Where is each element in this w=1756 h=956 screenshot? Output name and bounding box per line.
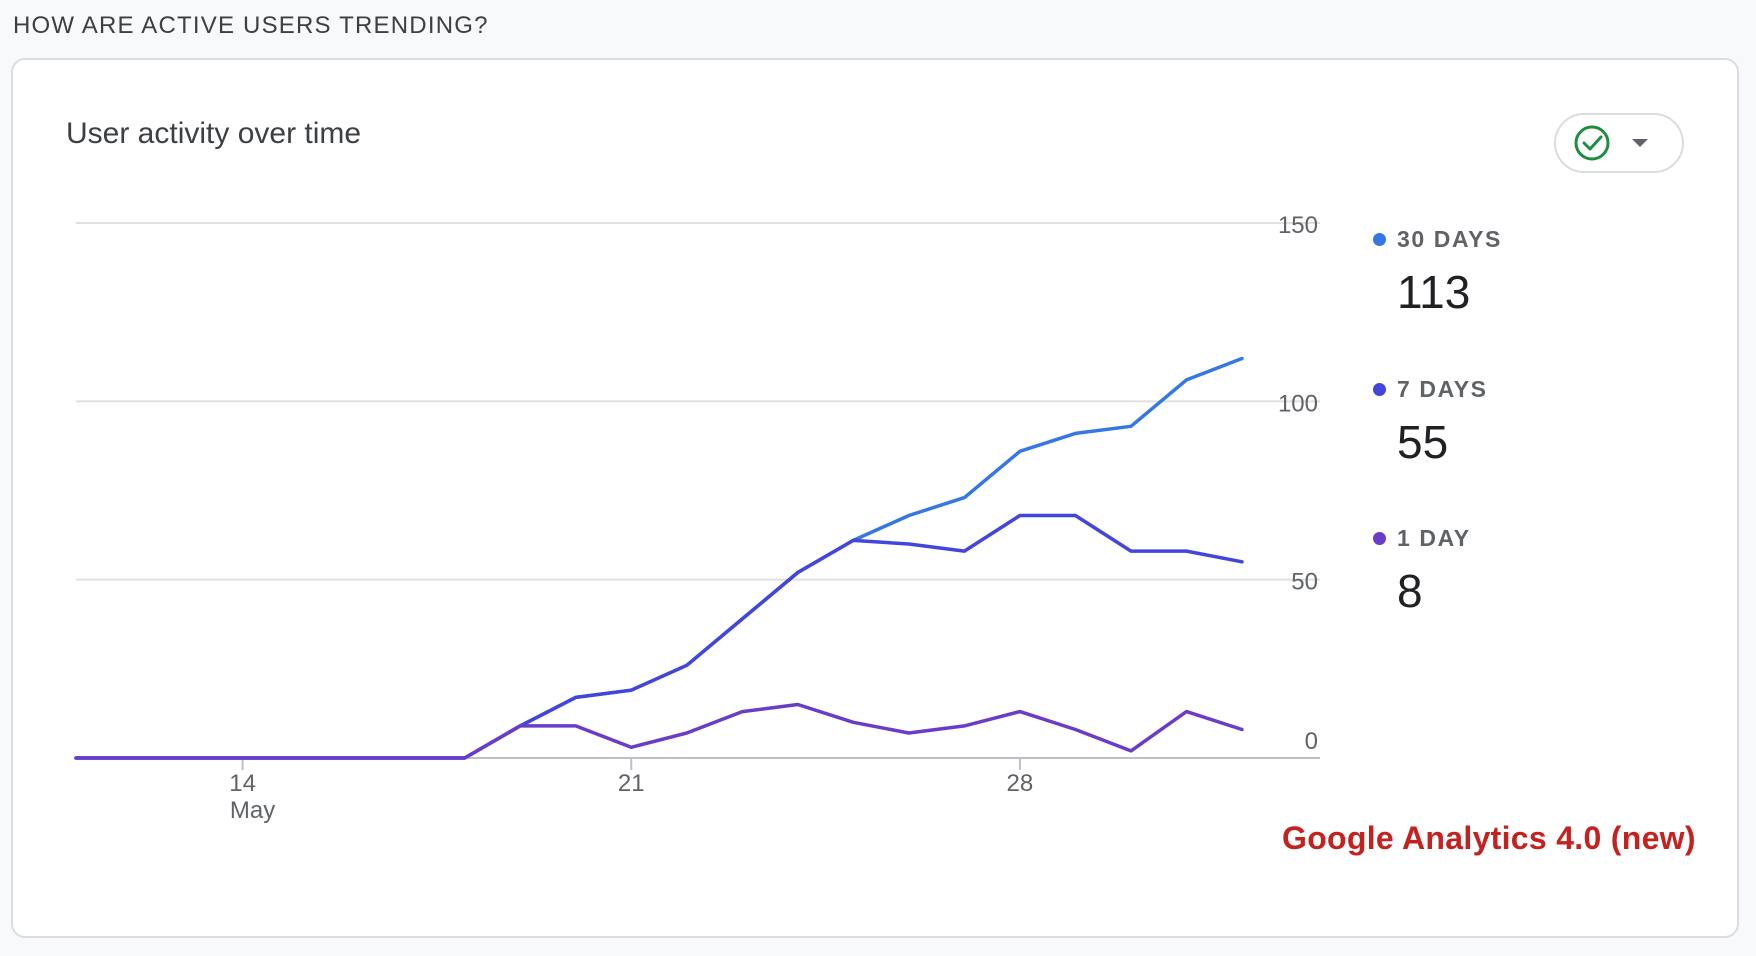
y-tick-label: 150 xyxy=(1278,212,1318,239)
legend-dot xyxy=(1373,532,1386,545)
legend-label: 1 DAY xyxy=(1373,525,1471,552)
legend-series-name: 30 DAYS xyxy=(1397,226,1502,252)
y-tick-label: 50 xyxy=(1291,569,1318,596)
legend-label: 7 DAYS xyxy=(1373,376,1488,403)
y-tick-label: 0 xyxy=(1305,728,1318,755)
x-tick-label: 14 xyxy=(229,770,256,797)
legend-total-value: 113 xyxy=(1397,266,1471,318)
x-tick-label: 21 xyxy=(618,770,645,797)
section-title: HOW ARE ACTIVE USERS TRENDING? xyxy=(13,12,489,39)
legend-label: 30 DAYS xyxy=(1373,226,1502,253)
series-line-2 xyxy=(74,513,1244,760)
legend-item: 30 DAYS 113 xyxy=(1373,226,1502,319)
legend-item: 7 DAYS 55 xyxy=(1373,376,1488,469)
series-line-3 xyxy=(74,702,1244,760)
caret-down-icon xyxy=(1632,139,1648,147)
status-dropdown-button[interactable] xyxy=(1554,113,1684,173)
legend-series-name: 1 DAY xyxy=(1397,525,1471,551)
check-circle-icon xyxy=(1574,125,1610,161)
chart-card: User activity over time xyxy=(11,58,1739,938)
legend-item: 1 DAY 8 xyxy=(1373,525,1471,618)
legend-dot xyxy=(1373,383,1386,396)
legend-series-name: 7 DAYS xyxy=(1397,376,1488,402)
legend-total-value: 55 xyxy=(1397,416,1449,468)
x-tick-label: 28 xyxy=(1007,770,1034,797)
card-title: User activity over time xyxy=(66,117,362,150)
y-tick-label: 100 xyxy=(1278,390,1318,417)
legend-dot xyxy=(1373,233,1386,246)
x-tick-sublabel: May xyxy=(230,797,275,824)
legend-total-value: 8 xyxy=(1397,565,1423,617)
watermark-label: Google Analytics 4.0 (new) xyxy=(1282,820,1696,856)
series-line-1 xyxy=(74,356,1244,760)
